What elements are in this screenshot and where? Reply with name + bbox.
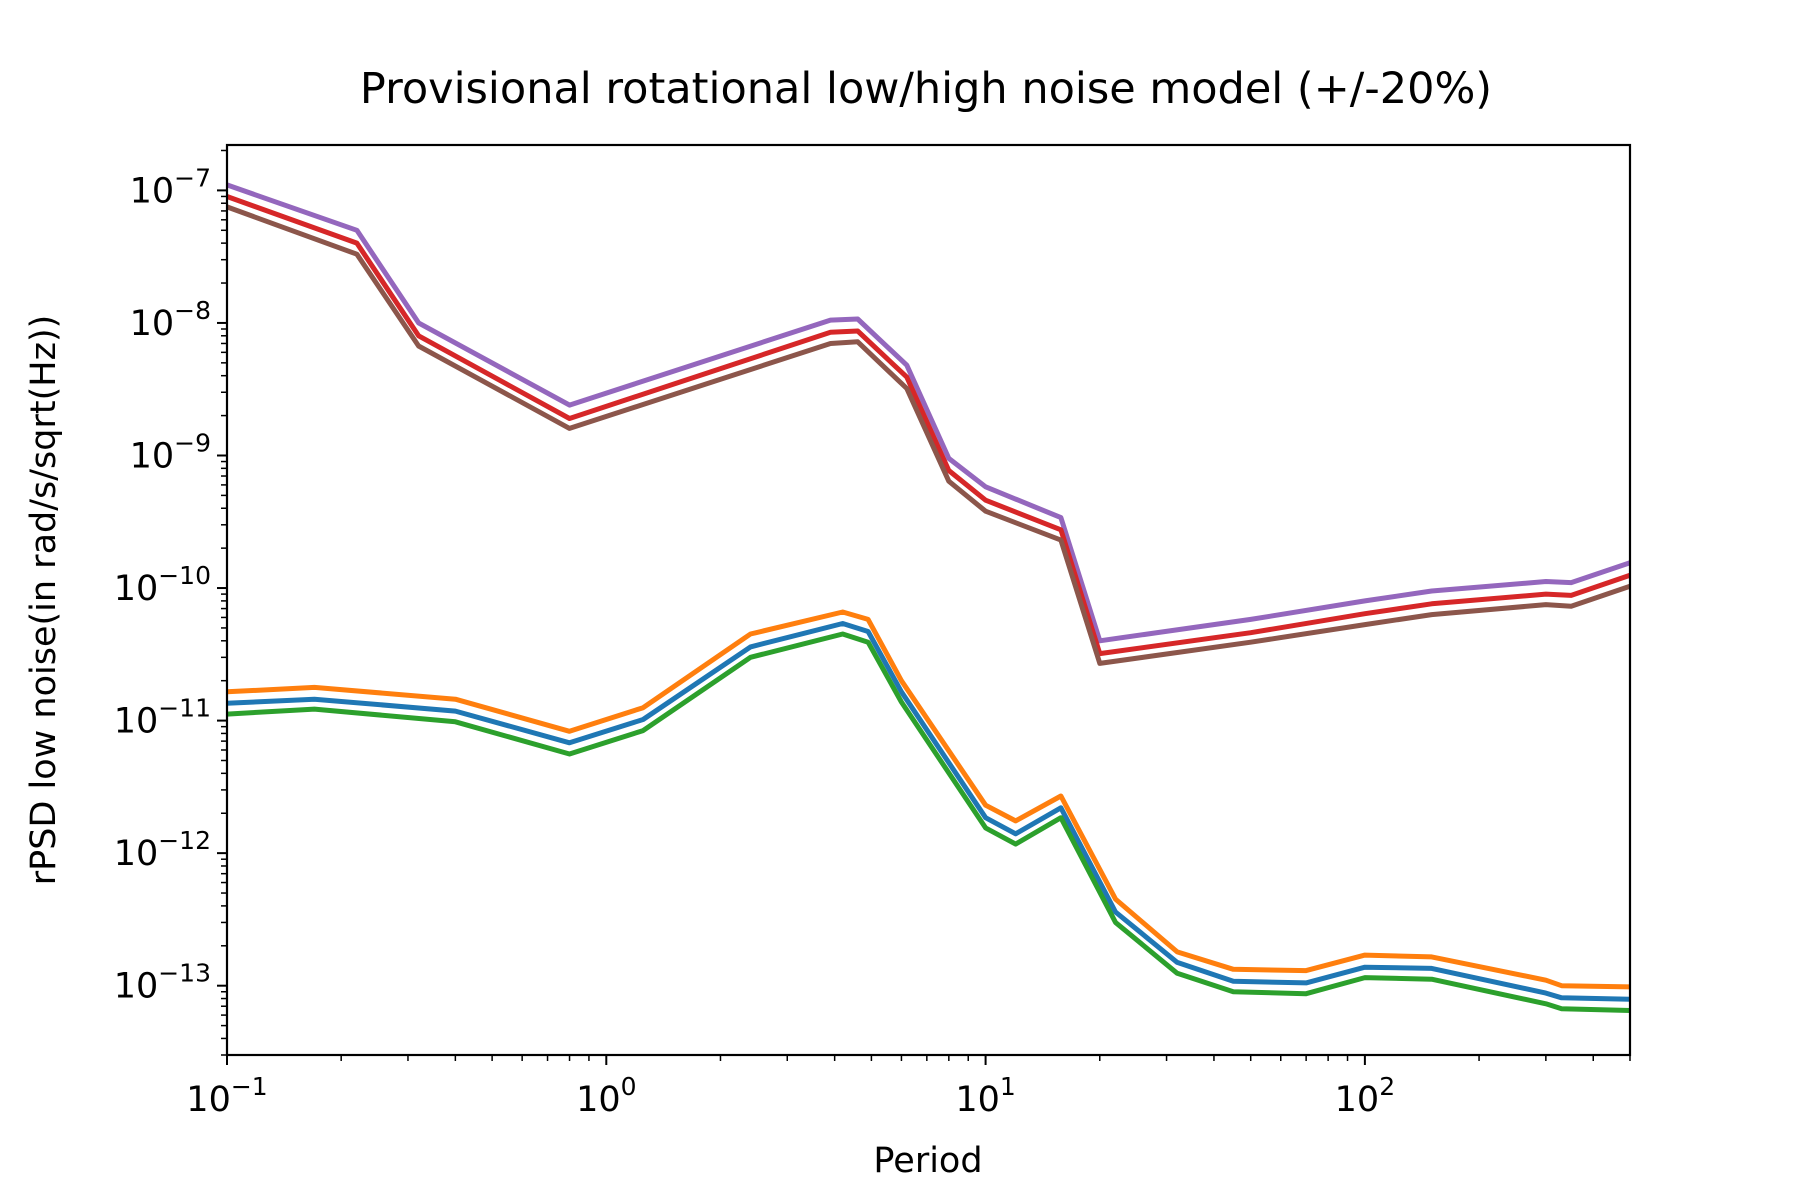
y-tick-label: 10−9 xyxy=(130,428,211,476)
y-axis: 10−7 10−8 10−9 10−10 10−11 10−12 10−13 xyxy=(114,149,227,1056)
y-tick-label: 10−7 xyxy=(130,163,211,211)
series-line-2 xyxy=(226,194,1631,657)
x-tick-label: 102 xyxy=(1335,1072,1395,1120)
series-line-3 xyxy=(226,204,1631,666)
x-tick-label: 100 xyxy=(576,1072,636,1120)
y-tick-label: 10−11 xyxy=(114,694,211,742)
y-tick-label: 10−8 xyxy=(130,296,211,344)
series-line-1 xyxy=(226,182,1631,644)
plot-lines xyxy=(226,182,1631,1013)
x-axis: 10−1 100 101 102 xyxy=(186,1055,1631,1120)
chart-title: Provisional rotational low/high noise mo… xyxy=(360,64,1492,114)
y-tick-label: 10−12 xyxy=(114,826,211,874)
y-tick-label: 10−10 xyxy=(114,561,211,609)
y-axis-label: rPSD low noise(in rad/s/sqrt(Hz)) xyxy=(24,315,64,886)
y-tick-label: 10−13 xyxy=(114,959,211,1007)
series-line-6 xyxy=(226,631,1631,1013)
x-axis-label: Period xyxy=(873,1141,982,1181)
series-line-5 xyxy=(226,621,1631,1002)
x-tick-label: 10−1 xyxy=(186,1072,267,1120)
plot-area-frame xyxy=(225,143,1632,1057)
x-tick-label: 101 xyxy=(955,1072,1015,1120)
series-line-4 xyxy=(226,609,1631,990)
